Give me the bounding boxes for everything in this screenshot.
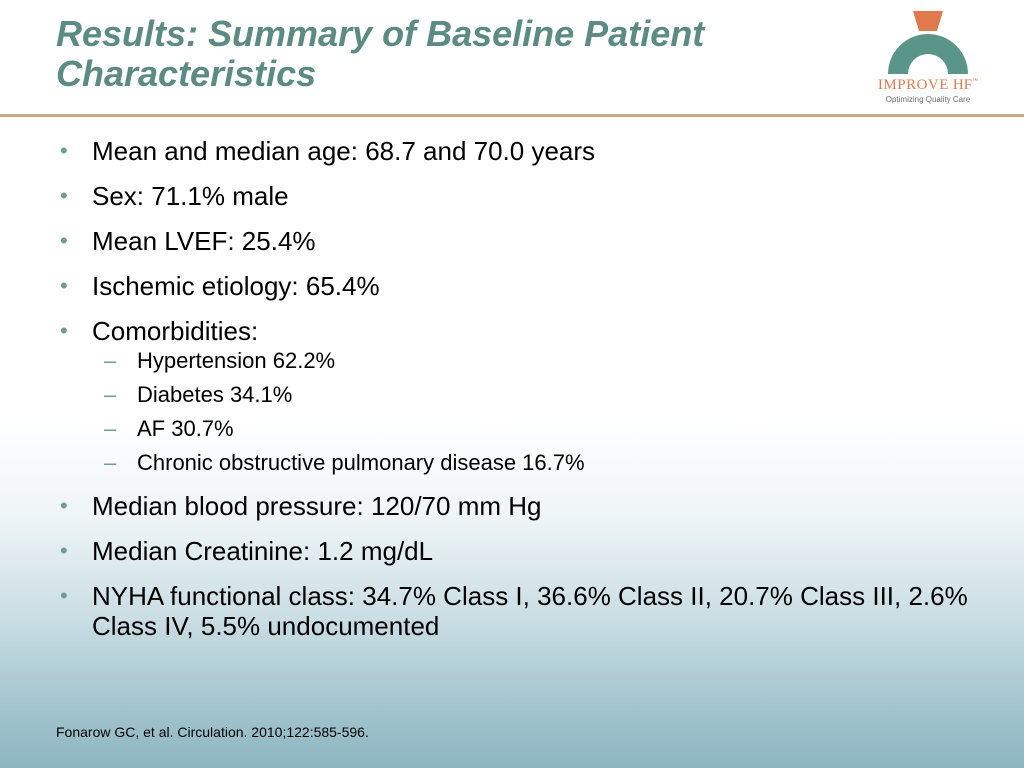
bullet-item-etiology: • Ischemic etiology: 65.4% [56, 271, 976, 301]
bullet-marker: • [60, 318, 68, 343]
bullet-marker: • [60, 538, 68, 563]
bullet-item-creatinine: • Median Creatinine: 1.2 mg/dL [56, 536, 976, 566]
sub-marker: – [104, 416, 117, 441]
slide-title: Results: Summary of Baseline Patient Cha… [56, 14, 816, 94]
bullet-text: Comorbidities: [92, 316, 259, 346]
sub-item-diabetes: – Diabetes 34.1% [92, 382, 976, 408]
logo-suffix: HF [952, 77, 973, 93]
improve-hf-logo: IMPROVE HF™ Optimizing Quality Care [862, 10, 994, 106]
logo-trademark: ™ [972, 78, 979, 85]
sub-marker: – [104, 450, 117, 475]
logo-name: IMPROVE [877, 77, 949, 93]
bullet-text: Ischemic etiology: 65.4% [92, 271, 380, 301]
sub-item-af: – AF 30.7% [92, 416, 976, 442]
bullet-list: • Mean and median age: 68.7 and 70.0 yea… [56, 136, 976, 656]
bullet-marker: • [60, 583, 68, 608]
bullet-marker: • [60, 273, 68, 298]
sub-item-hypertension: – Hypertension 62.2% [92, 348, 976, 374]
bullet-text: Median Creatinine: 1.2 mg/dL [92, 536, 434, 566]
sub-marker: – [104, 382, 117, 407]
comorbidities-sublist: – Hypertension 62.2% – Diabetes 34.1% – … [92, 348, 976, 476]
bullet-marker: • [60, 138, 68, 163]
logo-tagline: Optimizing Quality Care [885, 95, 971, 104]
bullet-marker: • [60, 228, 68, 253]
slide-title-line-2: Characteristics [56, 53, 317, 94]
sub-item-text: Chronic obstructive pulmonary disease 16… [137, 450, 585, 475]
bullet-item-blood-pressure: • Median blood pressure: 120/70 mm Hg [56, 491, 976, 521]
bullet-text: Median blood pressure: 120/70 mm Hg [92, 491, 542, 521]
citation: Fonarow GC, et al. Circulation. 2010;122… [56, 724, 369, 740]
bullet-text: NYHA functional class: 34.7% Class I, 36… [92, 581, 968, 641]
bullet-marker: • [60, 493, 68, 518]
bullet-item-comorbidities: • Comorbidities: – Hypertension 62.2% – … [56, 316, 976, 476]
slide-title-line-1: Results: Summary of Baseline Patient [56, 13, 705, 54]
bullet-marker: • [60, 183, 68, 208]
bullet-item-nyha: • NYHA functional class: 34.7% Class I, … [56, 581, 976, 641]
sub-item-text: AF 30.7% [137, 416, 234, 441]
sub-item-text: Diabetes 34.1% [137, 382, 293, 407]
bullet-text: Mean LVEF: 25.4% [92, 226, 316, 256]
bullet-item-lvef: • Mean LVEF: 25.4% [56, 226, 976, 256]
bullet-item-age: • Mean and median age: 68.7 and 70.0 yea… [56, 136, 976, 166]
bullet-text: Sex: 71.1% male [92, 181, 289, 211]
title-divider [0, 114, 1024, 117]
logo-arch-icon [888, 11, 968, 74]
sub-item-text: Hypertension 62.2% [137, 348, 336, 373]
sub-marker: – [104, 348, 117, 373]
sub-item-copd: – Chronic obstructive pulmonary disease … [92, 450, 976, 476]
bullet-item-sex: • Sex: 71.1% male [56, 181, 976, 211]
bullet-text: Mean and median age: 68.7 and 70.0 years [92, 136, 596, 166]
logo-wordmark: IMPROVE HF™ [862, 76, 994, 94]
